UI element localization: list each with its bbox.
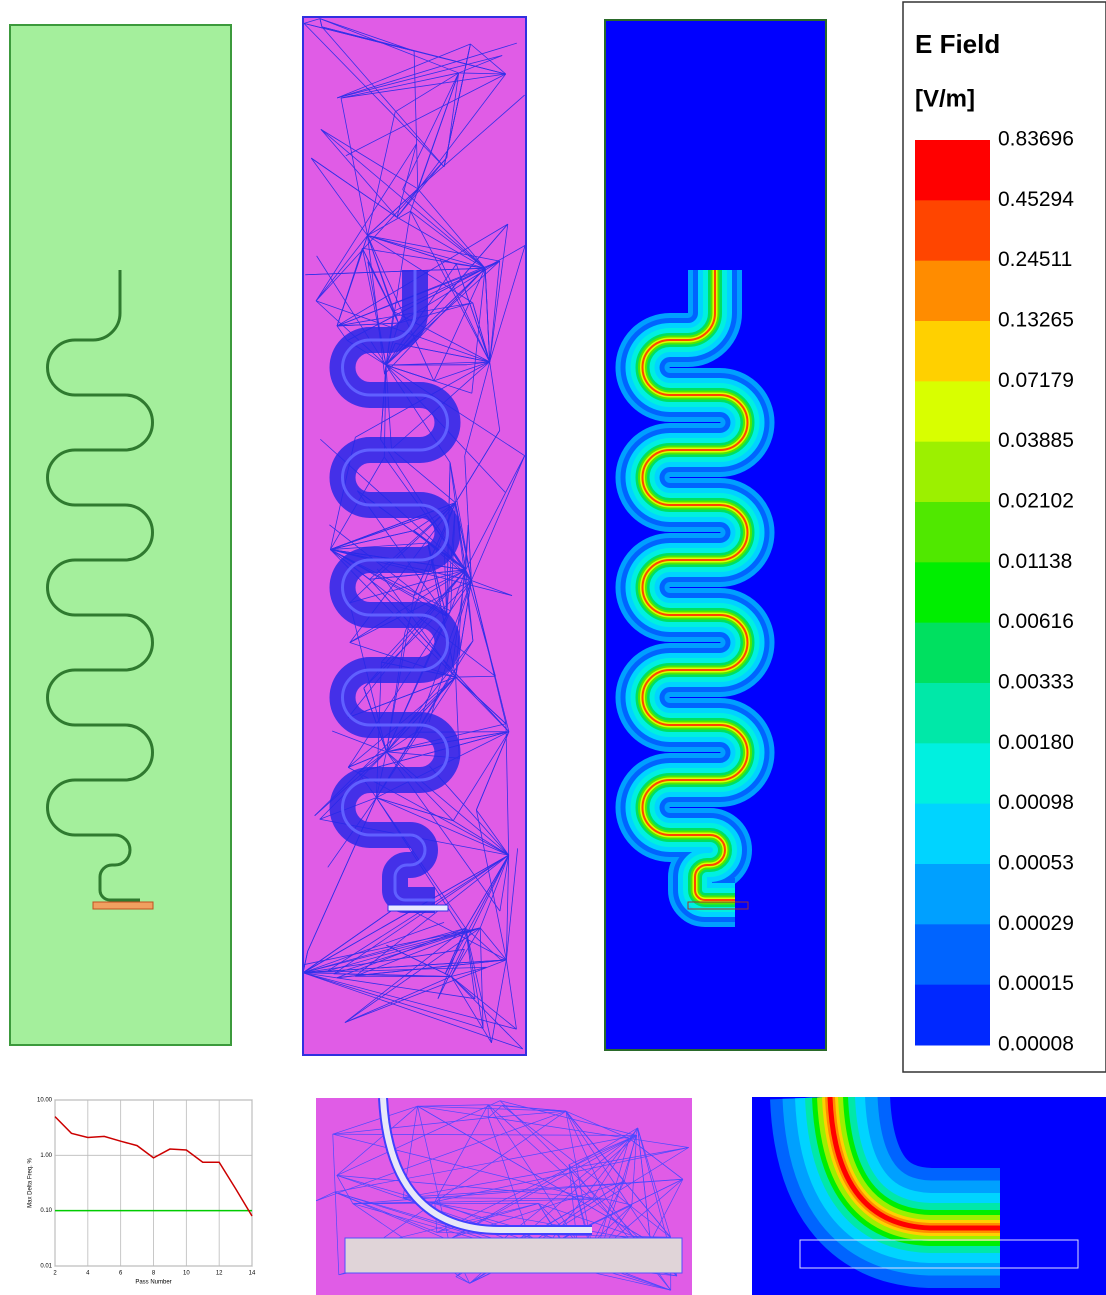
port [93, 902, 153, 909]
legend-label: 0.00333 [998, 671, 1074, 694]
legend-swatch [915, 683, 990, 744]
legend-swatch [915, 381, 990, 442]
legend-swatch [915, 623, 990, 684]
x-tick-label: 10 [183, 1271, 190, 1277]
x-axis-label: Pass Number [135, 1280, 171, 1286]
legend-swatch [915, 562, 990, 623]
mesh-port [388, 905, 448, 911]
y-tick-label: 10.00 [37, 1098, 53, 1104]
x-tick-label: 8 [152, 1271, 156, 1277]
legend-title: E Field [915, 29, 1000, 59]
x-tick-label: 6 [119, 1271, 123, 1277]
x-tick-label: 2 [53, 1271, 57, 1277]
y-tick-label: 0.10 [40, 1208, 52, 1214]
legend-label: 0.00015 [998, 972, 1074, 995]
zoom-port [345, 1238, 682, 1273]
legend-label: 0.00616 [998, 610, 1074, 633]
legend-swatch [915, 804, 990, 865]
legend-label: 0.00029 [998, 912, 1074, 935]
legend-swatch [915, 200, 990, 261]
x-tick-label: 12 [216, 1271, 223, 1277]
legend-label: 0.02102 [998, 490, 1074, 513]
page: E Field [V/m] 0.83696 0.45294 0.24511 0.132… [0, 0, 1106, 1295]
legend-swatch [915, 985, 990, 1046]
legend-label: 0.45294 [998, 188, 1074, 211]
x-tick-label: 14 [249, 1271, 256, 1277]
y-tick-label: 1.00 [40, 1153, 52, 1159]
legend-swatch [915, 743, 990, 804]
figure: E Field [V/m] 0.83696 0.45294 0.24511 0.132… [0, 0, 1106, 1295]
legend-label: 0.24511 [998, 248, 1072, 271]
legend-label: 0.07179 [998, 369, 1074, 392]
x-tick-label: 4 [86, 1271, 90, 1277]
legend-swatch [915, 321, 990, 382]
legend-swatch [915, 924, 990, 985]
legend-swatch [915, 261, 990, 322]
legend-label: 0.03885 [998, 429, 1074, 452]
legend-label: 0.00053 [998, 852, 1074, 875]
legend-label: 0.01138 [998, 550, 1072, 573]
legend-swatch [915, 140, 990, 201]
legend-label: 0.00008 [998, 1033, 1074, 1056]
legend-swatch [915, 442, 990, 503]
geometry-panel [10, 25, 231, 1045]
legend-swatch [915, 502, 990, 563]
y-axis-label: Max Delta Freq. % [28, 1157, 34, 1207]
legend-label: 0.83696 [998, 128, 1074, 151]
legend-swatch [915, 864, 990, 925]
legend-label: 0.13265 [998, 309, 1074, 332]
legend-label: 0.00180 [998, 731, 1074, 754]
y-tick-label: 0.01 [40, 1264, 52, 1270]
legend-label: 0.00098 [998, 791, 1074, 814]
legend-unit: [V/m] [915, 85, 975, 112]
